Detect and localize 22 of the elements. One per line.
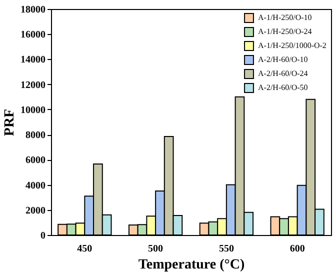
legend-label: A-1/H-250/1000-O-2 (258, 41, 326, 50)
legend-label: A-2/H-60/O-50 (258, 83, 308, 92)
x-tick-label: 600 (290, 244, 305, 254)
y-tick-label: 6000 (26, 155, 46, 166)
legend-label: A-1/H-250/O-10 (258, 13, 312, 22)
y-tick-label: 0 (40, 230, 46, 242)
y-tick-label: 12000 (20, 80, 46, 91)
y-tick-label: 14000 (20, 54, 46, 66)
x-tick-label: 500 (148, 244, 164, 254)
y-tick-label: 8000 (26, 130, 46, 142)
y-tick-label: 10000 (20, 104, 46, 116)
y-tick-label: 4000 (26, 180, 46, 192)
y-tick-label: 2000 (26, 205, 46, 216)
y-tick-label: 16000 (20, 30, 46, 41)
x-axis-title: Temperature (°C) (138, 258, 245, 272)
y-tick-label: 18000 (20, 4, 46, 16)
y-axis-title: PRF (2, 108, 18, 136)
legend-label: A-2/H-60/O-24 (258, 69, 308, 78)
x-tick-label: 450 (77, 244, 92, 254)
legend-label: A-2/H-60/O-10 (258, 55, 308, 64)
x-tick-label: 550 (218, 244, 234, 254)
legend-label: A-1/H-250/O-24 (258, 27, 312, 36)
